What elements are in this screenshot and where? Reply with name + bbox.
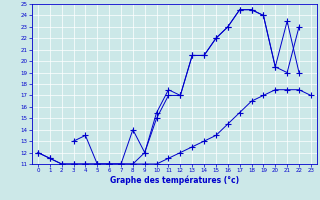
X-axis label: Graphe des températures (°c): Graphe des températures (°c) xyxy=(110,176,239,185)
